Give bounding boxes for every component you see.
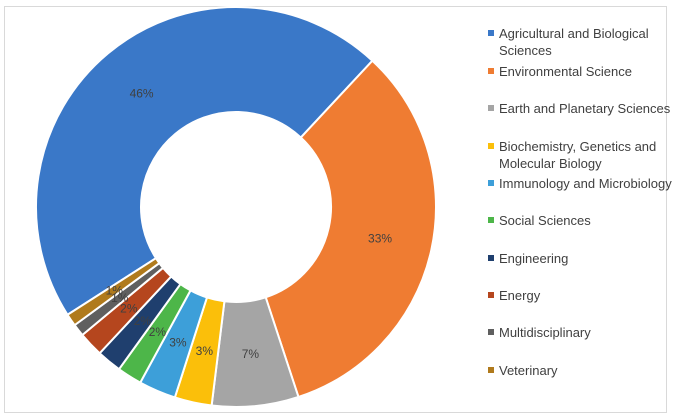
legend-item-biochemistry-genetics-and-molecular-biology: Biochemistry, Genetics and Molecular Bio… — [488, 138, 673, 172]
slice-veterinary — [66, 256, 161, 327]
legend-swatch — [488, 217, 494, 223]
legend-item-multidisciplinary: Multidisciplinary — [488, 324, 673, 341]
legend-item-engineering: Engineering — [488, 250, 673, 267]
slice-label-multidisciplinary: 1% — [111, 291, 129, 305]
legend-label: Social Sciences — [499, 213, 591, 228]
legend-item-agricultural-and-biological-sciences: Agricultural and Biological Sciences — [488, 25, 673, 59]
slice-label-immunology-and-microbiology: 3% — [169, 336, 187, 350]
legend-label: Environmental Science — [499, 64, 632, 79]
slice-label-biochemistry-genetics-and-molecular-biology: 3% — [196, 344, 214, 358]
slice-label-agricultural-and-biological-sciences: 46% — [130, 87, 154, 101]
legend-label: Immunology and Microbiology — [499, 176, 672, 191]
slice-label-social-sciences: 2% — [149, 325, 167, 339]
legend-item-environmental-science: Environmental Science — [488, 63, 673, 80]
slice-environmental-science — [264, 59, 437, 399]
legend-swatch — [488, 143, 494, 149]
legend-item-energy: Energy — [488, 287, 673, 304]
legend-item-social-sciences: Social Sciences — [488, 212, 673, 229]
legend-label: Multidisciplinary — [499, 325, 591, 340]
legend-label: Engineering — [499, 251, 569, 266]
slice-agricultural-and-biological-sciences — [35, 6, 374, 317]
legend-swatch — [488, 329, 494, 335]
legend-label: Energy — [499, 288, 541, 303]
donut-slices — [35, 6, 437, 408]
legend-swatch — [488, 180, 494, 186]
legend-swatch — [488, 367, 494, 373]
legend-label: Earth and Planetary Sciences — [499, 101, 671, 116]
legend-label: Agricultural and Biological Sciences — [499, 26, 649, 58]
slice-label-environmental-science: 33% — [368, 232, 392, 246]
slice-label-earth-and-planetary-sciences: 7% — [242, 347, 260, 361]
legend-label: Biochemistry, Genetics and Molecular Bio… — [499, 139, 657, 171]
legend-swatch — [488, 68, 494, 74]
legend-label: Veterinary — [499, 363, 558, 378]
slice-label-engineering: 2% — [134, 314, 152, 328]
legend-swatch — [488, 292, 494, 298]
legend-swatch — [488, 105, 494, 111]
slice-labels: 46%33%7%3%3%2%2%2%1%1% — [106, 87, 393, 361]
legend-item-earth-and-planetary-sciences: Earth and Planetary Sciences — [488, 100, 673, 117]
legend-swatch — [488, 30, 494, 36]
legend-item-veterinary: Veterinary — [488, 362, 673, 379]
slice-label-veterinary: 1% — [106, 283, 124, 297]
legend-item-immunology-and-microbiology: Immunology and Microbiology — [488, 175, 673, 192]
slice-label-energy: 2% — [120, 301, 138, 315]
legend-swatch — [488, 255, 494, 261]
chart-legend: Agricultural and Biological Sciences Env… — [488, 0, 673, 419]
